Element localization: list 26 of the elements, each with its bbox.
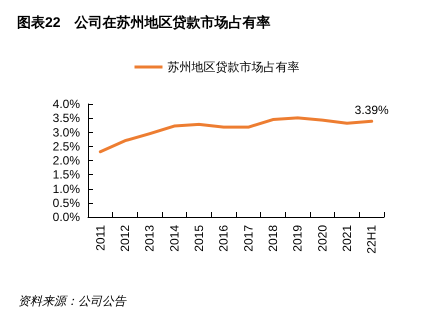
y-tick-label: 3.0% [52, 125, 80, 140]
y-tick-label: 2.0% [52, 154, 80, 168]
x-tick-label: 2011 [93, 224, 108, 251]
y-tick-label: 0.5% [52, 196, 80, 210]
x-tick-label: 2019 [290, 224, 305, 252]
text: 资料来源：公司公告 [18, 294, 127, 308]
y-tick-label: 0.0% [52, 210, 80, 224]
x-tick-label: 2018 [266, 224, 280, 252]
x-tick-label: 2013 [142, 224, 157, 252]
y-tick-label: 3.5% [52, 111, 80, 126]
y-tick-label: 1.5% [52, 168, 80, 182]
x-tick-label: 2021 [340, 224, 354, 252]
y-tick-label: 4.0% [52, 97, 80, 111]
x-tick-label: 22H1 [364, 224, 379, 254]
line-series [98, 116, 374, 154]
x-tick-label: 2012 [118, 224, 132, 252]
legend-label: 苏州地区贷款市场占有率 [168, 60, 300, 74]
x-tick-label: 2015 [192, 224, 206, 252]
x-tick-label: 2014 [167, 224, 182, 252]
y-tick-label: 2.5% [52, 139, 80, 154]
y-tick-label: 1.0% [52, 182, 80, 196]
x-tick-label: 2017 [241, 224, 256, 252]
data-label: 3.39% [354, 103, 390, 118]
x-tick-label: 2020 [315, 224, 330, 252]
x-tick-label: 2016 [216, 224, 231, 252]
chart-title: 图表22 公司在苏州地区贷款市场占有率 [17, 14, 271, 30]
